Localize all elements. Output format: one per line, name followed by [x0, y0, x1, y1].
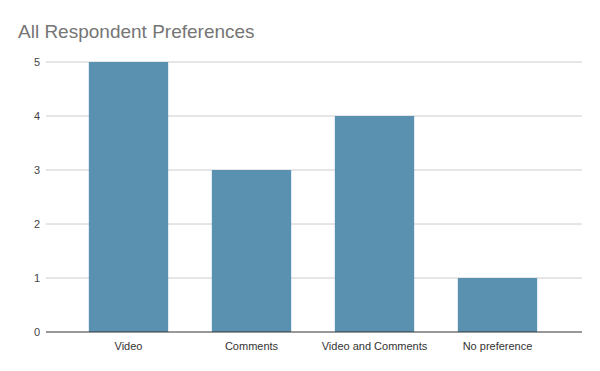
y-tick-label: 3 — [34, 164, 40, 176]
x-tick-label: No preference — [463, 340, 533, 352]
y-tick-label: 2 — [34, 218, 40, 230]
bars — [89, 62, 537, 332]
y-tick-label: 0 — [34, 326, 40, 338]
title: All Respondent Preferences — [18, 21, 255, 42]
bar — [335, 116, 414, 332]
y-tick-label: 4 — [34, 110, 40, 122]
x-tick-label: Video — [115, 340, 143, 352]
y-tick-label: 5 — [34, 56, 40, 68]
x-tick-label: Video and Comments — [322, 340, 428, 352]
x-axis — [46, 332, 582, 333]
x-tick-label: Comments — [225, 340, 279, 352]
bar — [212, 170, 291, 332]
bar — [458, 278, 537, 332]
y-tick-label: 1 — [34, 272, 40, 284]
bar — [89, 62, 168, 332]
chart: All Respondent Preferences 0 1 2 3 4 5 Video Com… — [0, 0, 600, 371]
